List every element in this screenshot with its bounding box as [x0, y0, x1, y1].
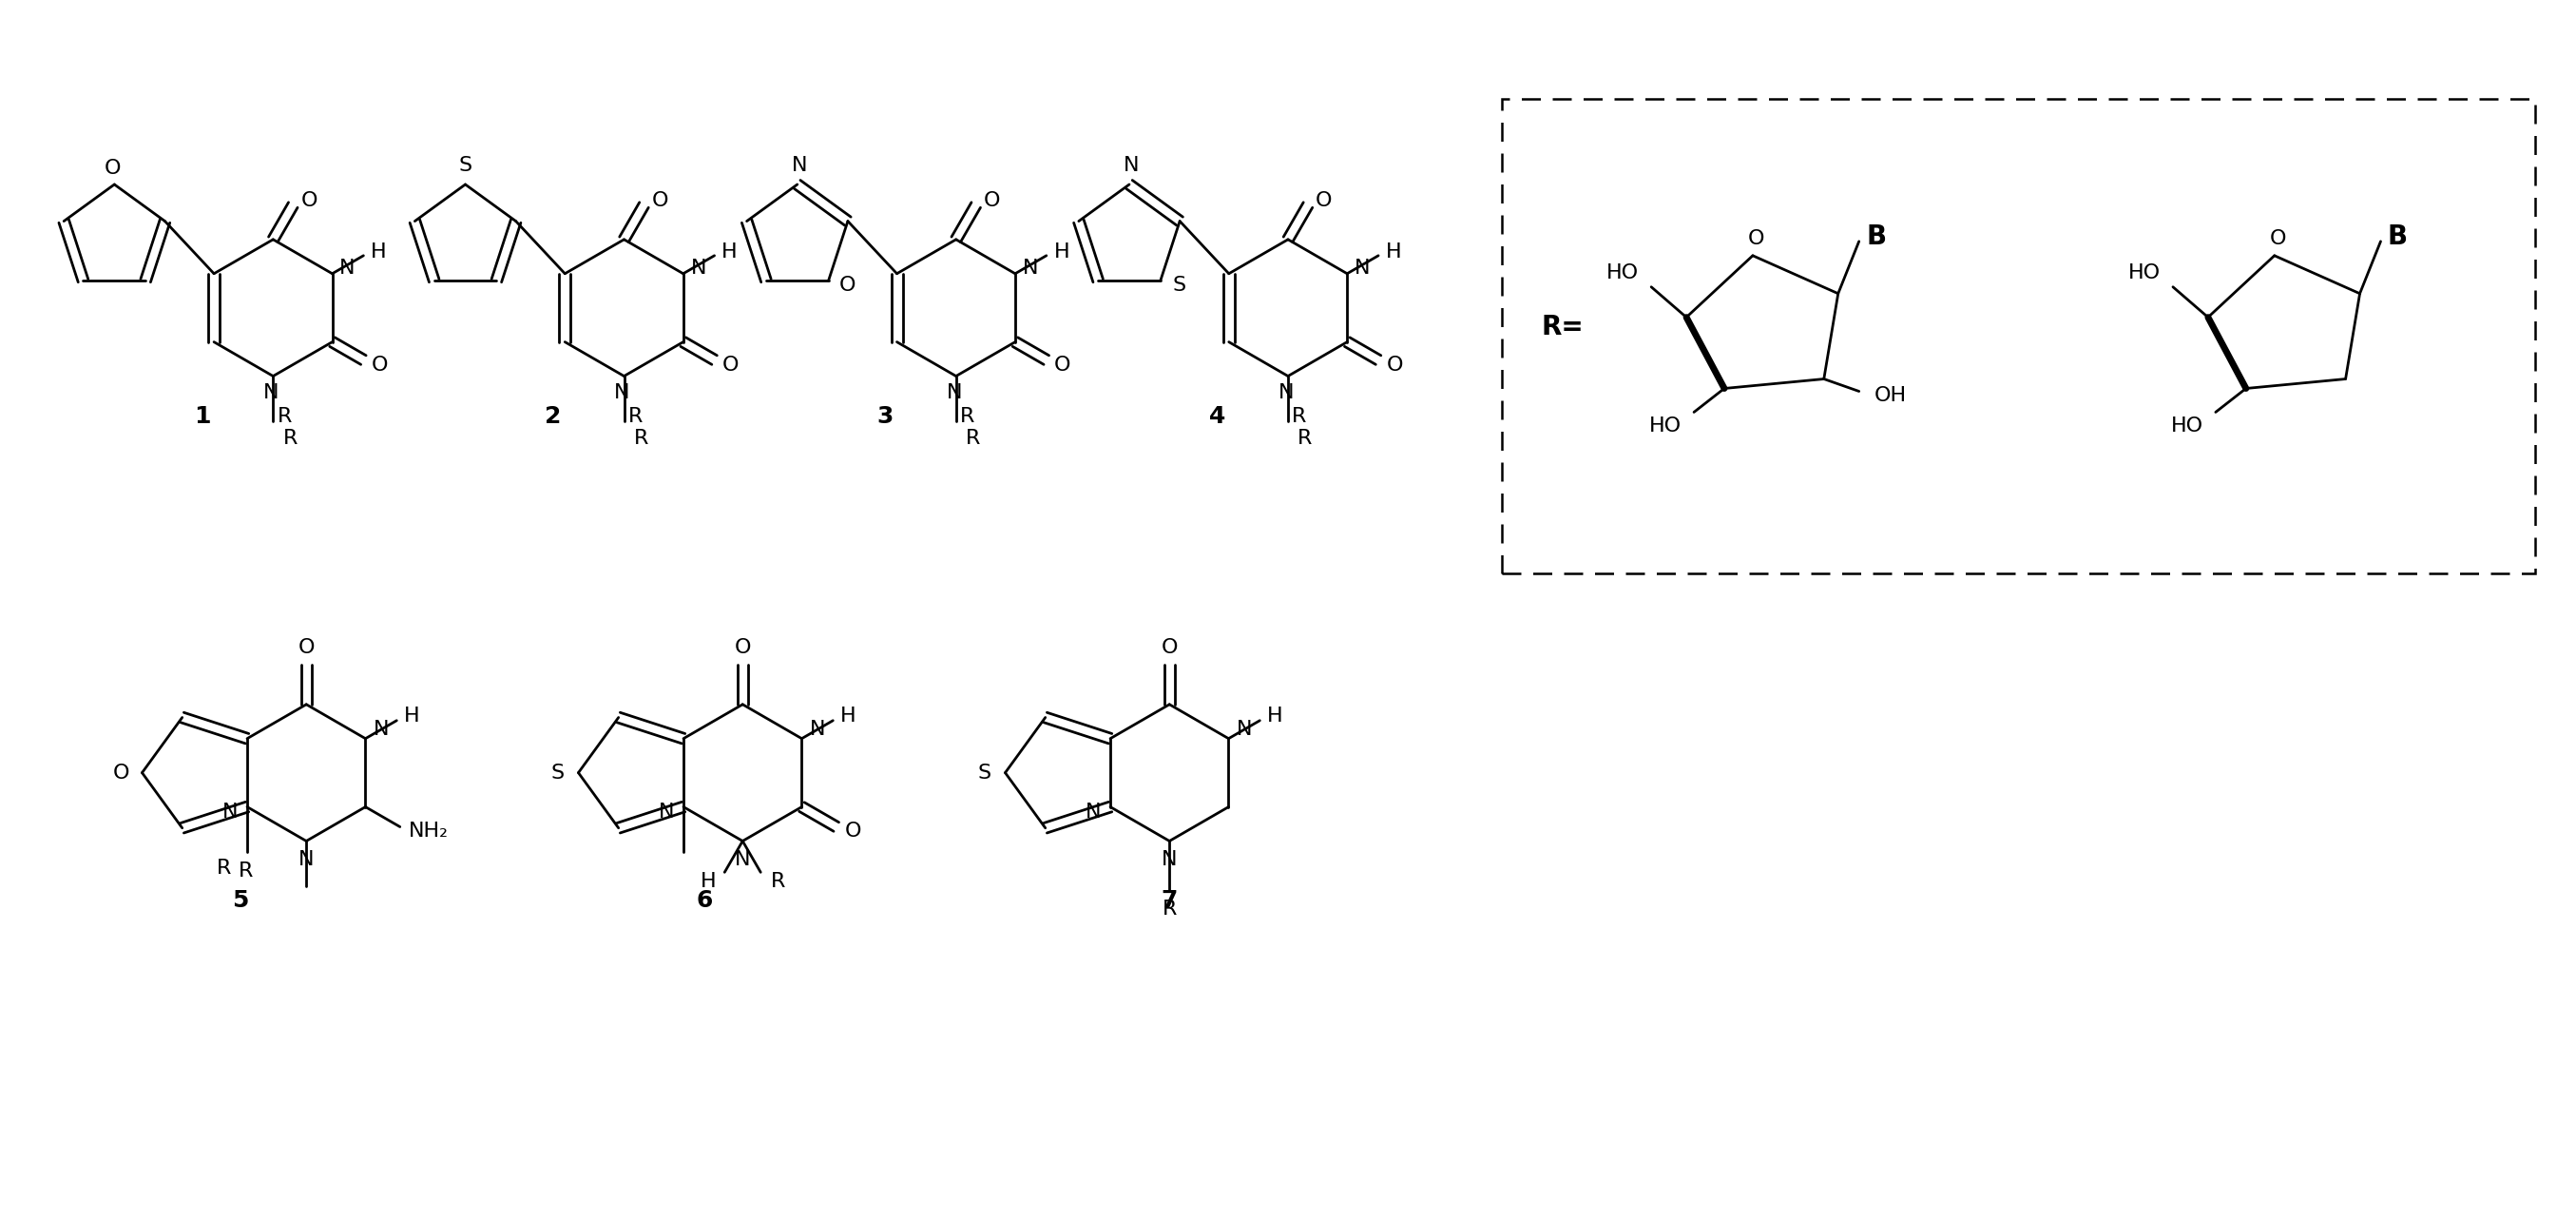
Text: R: R: [961, 407, 974, 427]
Text: O: O: [2269, 229, 2287, 248]
Text: O: O: [1054, 355, 1072, 375]
Text: 3: 3: [876, 405, 894, 428]
Text: N: N: [791, 156, 806, 174]
Text: N: N: [1123, 156, 1139, 174]
Text: H: H: [404, 706, 420, 726]
Text: N: N: [340, 259, 355, 277]
Text: O: O: [840, 276, 855, 295]
Text: N: N: [1278, 383, 1293, 403]
Text: 6: 6: [696, 889, 714, 913]
Text: 4: 4: [1208, 405, 1226, 428]
Text: N: N: [222, 802, 237, 821]
Text: 5: 5: [232, 889, 247, 913]
Text: B: B: [2388, 223, 2409, 250]
Text: H: H: [1386, 243, 1401, 261]
Text: HO: HO: [1649, 417, 1682, 436]
Text: N: N: [1236, 720, 1252, 738]
Text: R: R: [216, 859, 232, 878]
Text: O: O: [1316, 190, 1332, 210]
Text: R: R: [629, 407, 644, 427]
Text: H: H: [840, 706, 855, 726]
Text: HO: HO: [2128, 264, 2161, 282]
Text: N: N: [1023, 259, 1038, 277]
Text: O: O: [301, 190, 317, 210]
Text: O: O: [299, 638, 314, 658]
Text: 2: 2: [544, 405, 562, 428]
Text: R: R: [966, 429, 981, 448]
Text: N: N: [734, 850, 750, 870]
Text: S: S: [1172, 276, 1185, 295]
Text: 7: 7: [1162, 889, 1177, 913]
Text: O: O: [1162, 638, 1177, 658]
Text: 1: 1: [193, 405, 211, 428]
Text: S: S: [979, 764, 992, 782]
Text: R: R: [240, 861, 252, 881]
Text: N: N: [690, 259, 706, 277]
Text: H: H: [1267, 706, 1283, 726]
Text: N: N: [1084, 802, 1100, 821]
Text: NH₂: NH₂: [410, 822, 448, 841]
Text: R=: R=: [1543, 314, 1584, 340]
Text: N: N: [263, 383, 278, 403]
Text: S: S: [459, 156, 471, 174]
Text: N: N: [613, 383, 631, 403]
Text: R: R: [770, 872, 786, 892]
Text: N: N: [1355, 259, 1370, 277]
Text: H: H: [371, 243, 386, 261]
Text: R: R: [1298, 429, 1311, 448]
Text: H: H: [701, 872, 716, 892]
Text: S: S: [551, 764, 564, 782]
Text: O: O: [652, 190, 667, 210]
Text: O: O: [1386, 355, 1404, 375]
Text: HO: HO: [1607, 264, 1638, 282]
Text: O: O: [734, 638, 752, 658]
Text: HO: HO: [2172, 417, 2202, 436]
Text: O: O: [845, 822, 860, 841]
Text: N: N: [374, 720, 389, 738]
Text: O: O: [113, 764, 129, 782]
Text: O: O: [1749, 229, 1765, 248]
Text: H: H: [1054, 243, 1069, 261]
Text: B: B: [1865, 223, 1886, 250]
Text: OH: OH: [1875, 387, 1906, 405]
Text: N: N: [945, 383, 961, 403]
Text: R: R: [283, 429, 296, 448]
Text: O: O: [371, 355, 389, 375]
Text: H: H: [721, 243, 737, 261]
Text: N: N: [1162, 850, 1177, 870]
Text: N: N: [809, 720, 827, 738]
Text: R: R: [634, 429, 649, 448]
Text: O: O: [984, 190, 999, 210]
Text: R: R: [1293, 407, 1306, 427]
Text: N: N: [659, 802, 675, 821]
Text: O: O: [721, 355, 739, 375]
Text: N: N: [299, 850, 314, 870]
Text: R: R: [278, 407, 291, 427]
Text: O: O: [103, 159, 121, 178]
Text: R: R: [1162, 900, 1177, 919]
